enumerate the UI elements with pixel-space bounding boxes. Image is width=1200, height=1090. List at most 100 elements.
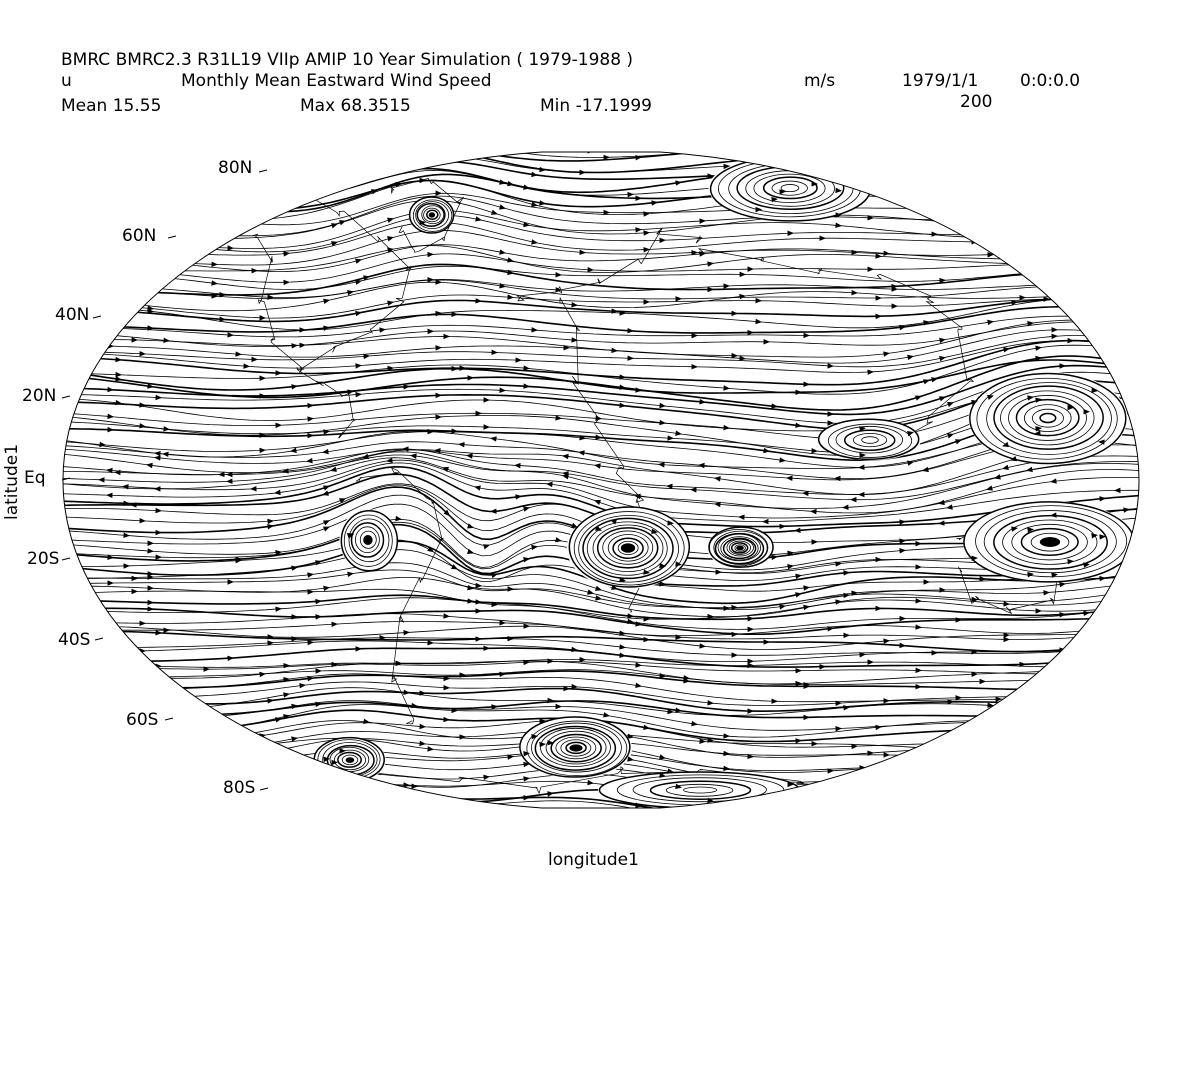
vortex-ring — [612, 537, 644, 559]
flow-arrow — [955, 695, 962, 701]
flow-arrow — [595, 415, 602, 421]
flow-arrow — [627, 327, 634, 334]
flow-arrow — [211, 293, 218, 299]
flow-arrow — [763, 339, 770, 345]
flow-arrow — [115, 399, 122, 406]
flow-arrow — [619, 310, 626, 316]
flow-arrow — [939, 396, 946, 402]
vortex-ring — [359, 530, 377, 549]
flow-arrow — [363, 353, 370, 360]
flow-arrow — [986, 485, 993, 491]
vortex-ring — [412, 199, 453, 232]
flow-arrow — [1027, 256, 1034, 263]
vortex-ring — [1039, 412, 1057, 424]
flow-arrow — [411, 702, 418, 709]
flow-arrow — [1083, 610, 1090, 617]
flow-arrow — [283, 676, 290, 683]
streamline — [63, 625, 1139, 650]
flow-arrow — [443, 716, 450, 723]
flow-arrow — [691, 332, 698, 339]
flow-arrow — [427, 640, 434, 646]
flow-arrow — [283, 279, 290, 286]
flow-arrow — [475, 216, 482, 222]
flow-arrow — [835, 212, 842, 218]
flow-arrow — [635, 154, 642, 161]
streamline — [63, 448, 1139, 495]
flow-arrow — [267, 294, 274, 301]
flow-arrow — [291, 636, 298, 642]
flow-arrow — [850, 496, 857, 503]
vortex-ring — [333, 749, 366, 771]
flow-arrow — [283, 144, 290, 149]
flow-arrow — [659, 754, 666, 760]
flow-arrow — [491, 704, 498, 710]
flow-arrow — [531, 171, 538, 178]
flow-arrow — [1067, 282, 1074, 289]
flow-arrow — [539, 166, 546, 173]
flow-arrow — [1115, 362, 1122, 368]
flow-arrow — [787, 781, 794, 788]
flow-arrow — [675, 180, 682, 186]
flow-arrow — [995, 696, 1002, 702]
flow-arrow — [907, 787, 914, 794]
flow-arrow — [771, 403, 778, 409]
flow-arrow — [99, 306, 106, 313]
vortex-ring — [976, 377, 1118, 460]
flow-arrow — [403, 143, 410, 148]
flow-arrow — [634, 493, 641, 500]
flow-arrow — [747, 662, 754, 669]
flow-arrow — [546, 481, 553, 488]
flow-arrow — [467, 598, 474, 604]
flow-arrow — [219, 292, 226, 298]
flow-arrow — [1043, 195, 1050, 201]
flow-arrow — [747, 708, 754, 714]
flow-arrow — [475, 608, 482, 614]
flow-arrow — [331, 621, 338, 628]
flow-arrow — [531, 327, 538, 333]
flow-arrow — [723, 605, 730, 612]
flow-arrow — [1067, 337, 1074, 344]
vortex-ring — [350, 522, 385, 558]
flow-arrow — [91, 664, 98, 670]
flow-arrow — [563, 344, 570, 351]
flow-arrow — [1083, 562, 1090, 568]
flow-arrow — [355, 363, 362, 369]
flow-arrow — [467, 803, 474, 808]
date-label: 1979/1/1 — [902, 71, 979, 91]
flow-arrow — [875, 810, 882, 815]
flow-arrow — [259, 671, 266, 678]
flow-arrow — [259, 157, 266, 164]
flow-arrow — [163, 337, 170, 344]
flow-arrow — [1059, 803, 1066, 808]
lat-tick — [259, 787, 269, 791]
flow-arrow — [330, 466, 337, 472]
flow-arrow — [435, 190, 442, 196]
flow-arrow — [827, 363, 834, 369]
flow-arrow — [707, 261, 714, 267]
flow-arrow — [1099, 534, 1106, 540]
flow-arrow — [987, 252, 994, 258]
flow-arrow — [562, 453, 569, 460]
flow-arrow — [603, 209, 610, 216]
streamline — [63, 306, 1139, 334]
flow-arrow — [723, 765, 730, 772]
flow-arrow — [115, 674, 122, 680]
flow-arrow — [1036, 141, 1042, 146]
flow-arrow — [499, 204, 506, 210]
flow-arrow — [435, 345, 442, 351]
flow-arrow — [147, 801, 154, 808]
flow-arrow — [939, 337, 946, 344]
flow-arrow — [851, 143, 858, 148]
y-axis-label: latitude1 — [2, 443, 23, 521]
flow-arrow — [786, 475, 793, 481]
flow-arrow — [747, 616, 754, 622]
flow-arrow — [387, 300, 394, 306]
flow-arrow — [899, 324, 906, 331]
flow-arrow — [971, 747, 978, 754]
vortex-ring — [582, 517, 674, 580]
flow-arrow — [427, 277, 434, 283]
flow-arrow — [419, 177, 426, 184]
flow-arrow — [411, 136, 418, 141]
flow-arrow — [931, 650, 938, 656]
flow-arrow — [411, 783, 418, 789]
